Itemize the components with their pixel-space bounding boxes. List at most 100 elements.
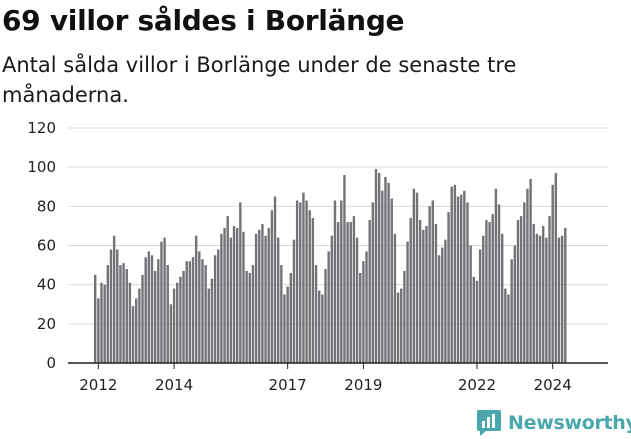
bar	[507, 294, 510, 363]
bar	[482, 235, 485, 363]
bar	[447, 212, 450, 363]
y-tick-label: 40	[37, 276, 56, 294]
bar	[229, 237, 233, 363]
x-tick-label: 2019	[344, 376, 382, 394]
bar	[381, 190, 384, 363]
bar	[545, 237, 548, 363]
bar	[324, 269, 327, 363]
bar	[103, 284, 106, 363]
bar	[254, 233, 258, 363]
bar	[176, 282, 179, 363]
bar	[422, 229, 425, 363]
page-subtitle: Antal sålda villor i Borlänge under de s…	[2, 53, 517, 107]
bar	[239, 202, 242, 363]
bar	[355, 237, 359, 363]
bar	[425, 225, 428, 363]
bar	[245, 270, 248, 363]
x-tick-label: 2017	[269, 376, 307, 394]
bar	[112, 235, 116, 363]
bar	[340, 200, 343, 363]
annotations: 69	[574, 0, 594, 4]
bar	[232, 225, 236, 363]
bar	[150, 255, 154, 363]
bar	[548, 216, 551, 364]
bar	[251, 265, 255, 363]
bar	[387, 182, 390, 363]
bar	[516, 220, 520, 363]
bar-chart: 0 20 40 60 80 100 120 2012 2014 2017 2019 2022 2024…	[27, 0, 608, 394]
bar-series	[94, 169, 567, 364]
x-tick-label: 2014	[155, 376, 193, 394]
bar	[226, 216, 229, 364]
bar	[122, 263, 125, 364]
bar	[434, 223, 438, 363]
bar	[119, 265, 122, 363]
bar	[349, 222, 352, 363]
newsworthy-brand[interactable]: Newsworthy	[476, 408, 631, 438]
bar	[191, 257, 195, 363]
bar	[147, 251, 151, 364]
bar	[207, 288, 210, 363]
bar	[223, 227, 226, 364]
bar	[554, 173, 558, 363]
bar	[321, 294, 324, 363]
y-tick-label: 0	[46, 354, 56, 372]
bar	[456, 196, 460, 363]
bar	[466, 202, 469, 363]
bar	[163, 237, 166, 363]
bar	[400, 288, 403, 363]
bar	[406, 241, 409, 363]
bar	[431, 200, 434, 363]
bar	[280, 265, 283, 363]
bar	[201, 259, 204, 363]
bar	[557, 237, 561, 363]
bar	[273, 196, 277, 363]
bar	[185, 261, 188, 363]
bar	[362, 261, 365, 363]
bar	[428, 206, 431, 363]
bar	[169, 304, 173, 363]
bar	[194, 235, 198, 363]
bar	[264, 235, 267, 363]
bar	[437, 255, 441, 363]
y-tick-label: 20	[37, 315, 56, 333]
bar	[475, 280, 479, 363]
bar	[330, 235, 334, 363]
bar	[302, 192, 305, 364]
y-axis-labels: 0 20 40 60 80 100 120	[27, 119, 56, 372]
bar	[368, 220, 371, 363]
bar	[412, 188, 416, 363]
bar	[393, 233, 397, 363]
bar	[523, 202, 526, 363]
bar	[560, 235, 564, 363]
bar	[166, 265, 169, 363]
bar	[188, 261, 192, 363]
bar	[532, 223, 535, 363]
bar	[299, 202, 302, 363]
bar	[267, 227, 270, 364]
bar	[220, 233, 223, 363]
bar	[472, 276, 475, 363]
bar	[318, 290, 321, 363]
bar	[365, 251, 368, 364]
bar	[204, 265, 207, 363]
bar	[157, 259, 160, 363]
bar	[153, 270, 157, 363]
bar	[374, 169, 378, 364]
y-tick-label: 120	[27, 119, 56, 137]
bar	[409, 218, 412, 363]
bar	[289, 272, 293, 363]
x-tick-label: 2012	[79, 376, 117, 394]
x-axis: 2012 2014 2017 2019 2022 2024	[68, 362, 608, 394]
bar	[128, 282, 132, 363]
bar	[305, 200, 308, 363]
bar	[210, 278, 214, 363]
bar	[491, 214, 494, 363]
bar	[311, 218, 315, 363]
bar	[172, 288, 176, 363]
bar	[327, 251, 330, 364]
bar	[283, 294, 286, 363]
bar	[198, 251, 201, 364]
bar	[314, 265, 318, 363]
bar	[135, 298, 138, 364]
